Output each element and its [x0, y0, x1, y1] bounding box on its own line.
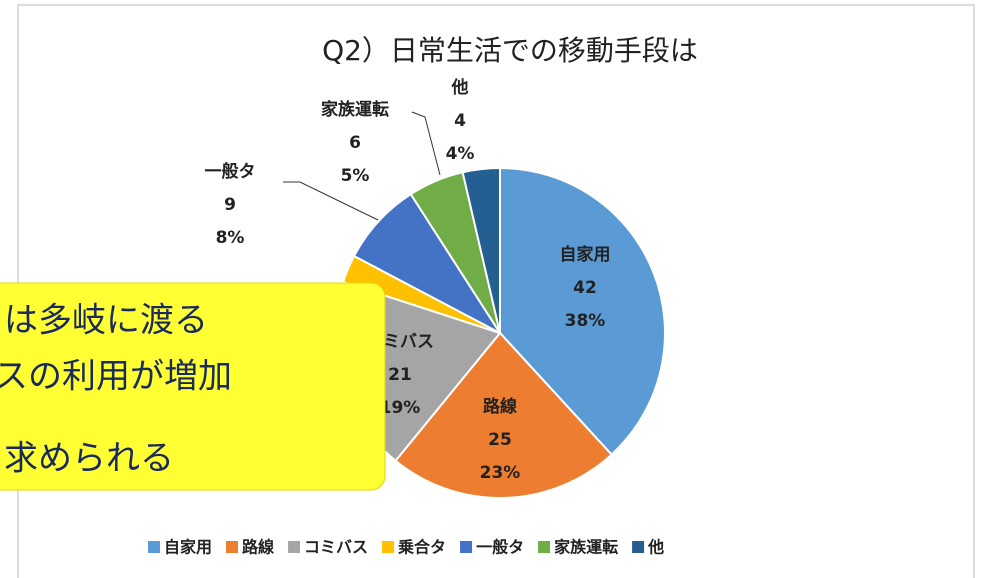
data-label-value: 4: [454, 111, 466, 131]
data-label-percent: 19%: [380, 398, 421, 418]
callout-text: スの利用が増加: [0, 357, 232, 397]
pie-slice: [394, 331, 613, 499]
legend-swatch: [288, 541, 301, 553]
data-label-name: 他: [451, 77, 469, 98]
pie-slice: [461, 166, 501, 334]
legend-swatch: [460, 541, 473, 553]
data-label-value: 42: [573, 278, 597, 298]
legend-label: 乗合タ: [398, 538, 446, 557]
data-label-percent: 8%: [216, 228, 245, 248]
data-label-value: 25: [488, 430, 512, 450]
legend-label: 一般タ: [476, 538, 524, 557]
legend-label: 自家用: [164, 538, 212, 557]
legend-swatch: [538, 541, 551, 553]
data-label-name: 一般タ: [205, 161, 256, 182]
data-label-value: 6: [349, 133, 361, 153]
data-label-value: 21: [388, 365, 412, 385]
chart-title: Q2）日常生活での移動手段は: [322, 34, 698, 67]
callout-box: [0, 282, 386, 491]
data-label-name: 路線: [483, 396, 517, 417]
data-label-value: 9: [224, 195, 236, 215]
data-label-percent: 38%: [565, 311, 606, 331]
legend-swatch: [632, 541, 645, 553]
leader-line: [411, 111, 441, 176]
legend-swatch: [382, 541, 395, 553]
leader-line: [283, 181, 379, 221]
data-label-name: 自家用: [560, 244, 611, 265]
legend-swatch: [226, 541, 239, 553]
data-label-percent: 23%: [480, 463, 521, 483]
callout-text: は多岐に渡る: [4, 301, 208, 341]
data-label-percent: 4%: [446, 144, 475, 164]
legend-label: コミバス: [304, 538, 368, 557]
callout-text: 求められる: [4, 439, 174, 479]
data-label-name: 家族運転: [321, 99, 389, 120]
legend-swatch: [148, 541, 160, 553]
legend-label: 家族運転: [554, 538, 618, 557]
pie-slice: [499, 166, 666, 456]
legend-label: 路線: [242, 538, 274, 557]
legend-label: 他: [647, 538, 664, 557]
data-label-percent: 5%: [341, 166, 370, 186]
